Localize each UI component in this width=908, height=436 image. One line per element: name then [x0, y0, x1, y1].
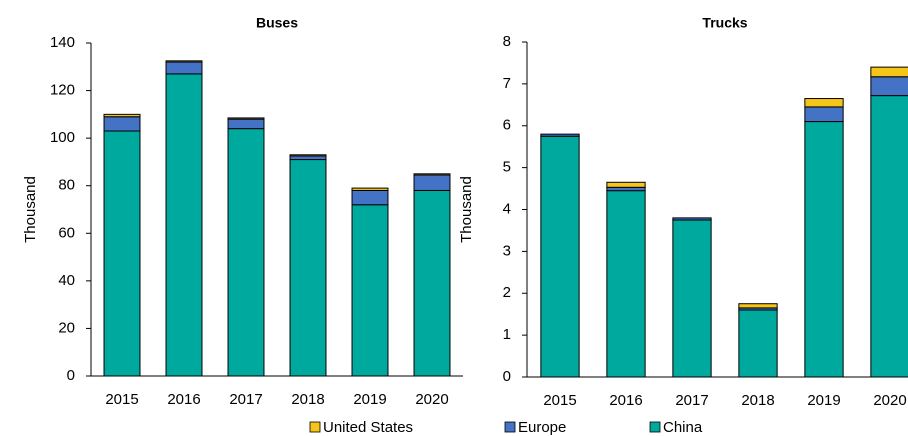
chart-title: Trucks	[702, 15, 747, 31]
bar-segment	[103, 113, 141, 118]
bar-segment	[289, 154, 327, 157]
bar-segment	[103, 130, 141, 377]
x-tick-label: 2018	[741, 392, 774, 409]
y-tick-label: 8	[503, 33, 511, 50]
bar-segment	[165, 73, 203, 377]
legend-label: Europe	[518, 419, 566, 436]
bar-segment	[227, 118, 265, 130]
legend-swatch	[649, 421, 661, 433]
bar-segment	[413, 174, 451, 191]
y-tick-label: 2	[503, 284, 511, 301]
legend-label: United States	[323, 419, 413, 436]
bar-segment	[870, 66, 908, 78]
y-tick-label: 0	[503, 368, 511, 385]
x-tick-label: 2019	[807, 392, 840, 409]
x-tick-label: 2020	[873, 392, 906, 409]
bar-segment	[870, 76, 908, 97]
bar-segment	[413, 173, 451, 176]
bar-segment	[804, 98, 844, 108]
bar-segment	[540, 133, 580, 137]
y-tick-label: 0	[67, 367, 75, 384]
x-tick-label: 2017	[229, 391, 262, 408]
bar-segment	[351, 187, 389, 191]
bar-segment	[413, 189, 451, 377]
x-tick-label: 2016	[609, 392, 642, 409]
bar-segment	[165, 61, 203, 75]
y-tick-label: 60	[58, 224, 75, 241]
y-tick-label: 120	[50, 82, 75, 99]
bar-segment	[351, 189, 389, 206]
y-tick-label: 6	[503, 117, 511, 134]
y-axis-label: Thousand	[458, 176, 475, 243]
bar-segment	[738, 309, 778, 378]
y-tick-label: 100	[50, 129, 75, 146]
y-tick-label: 20	[58, 319, 75, 336]
bar-segment	[227, 117, 265, 120]
legend-swatch	[504, 421, 516, 433]
bar-segment	[804, 106, 844, 123]
y-tick-label: 40	[58, 272, 75, 289]
bar-segment	[606, 181, 646, 188]
y-tick-label: 140	[50, 34, 75, 51]
bar-segment	[804, 121, 844, 378]
bar-segment	[227, 128, 265, 377]
y-tick-label: 3	[503, 242, 511, 259]
bar-segment	[103, 116, 141, 132]
bar-segment	[351, 204, 389, 377]
bar-segment	[289, 155, 327, 161]
bar-segment	[870, 95, 908, 378]
chart-title: Buses	[256, 15, 298, 31]
x-tick-label: 2015	[543, 392, 576, 409]
bar-segment	[672, 217, 712, 221]
x-tick-label: 2019	[353, 391, 386, 408]
bar-segment	[606, 186, 646, 192]
bar-segment	[165, 60, 203, 63]
x-tick-label: 2016	[167, 391, 200, 408]
x-tick-label: 2020	[415, 391, 448, 408]
x-tick-label: 2015	[105, 391, 138, 408]
y-tick-label: 4	[503, 200, 511, 217]
bar-segment	[672, 219, 712, 378]
legend-swatch	[309, 421, 321, 433]
bar-segment	[540, 135, 580, 378]
bar-segment	[738, 303, 778, 309]
x-tick-label: 2018	[291, 391, 324, 408]
legend-label: China	[663, 419, 703, 436]
y-tick-label: 80	[58, 177, 75, 194]
y-tick-label: 1	[503, 326, 511, 343]
y-axis-label: Thousand	[22, 176, 39, 243]
bar-segment	[606, 190, 646, 378]
bar-segment	[289, 159, 327, 377]
y-tick-label: 7	[503, 75, 511, 92]
x-tick-label: 2017	[675, 392, 708, 409]
y-tick-label: 5	[503, 159, 511, 176]
